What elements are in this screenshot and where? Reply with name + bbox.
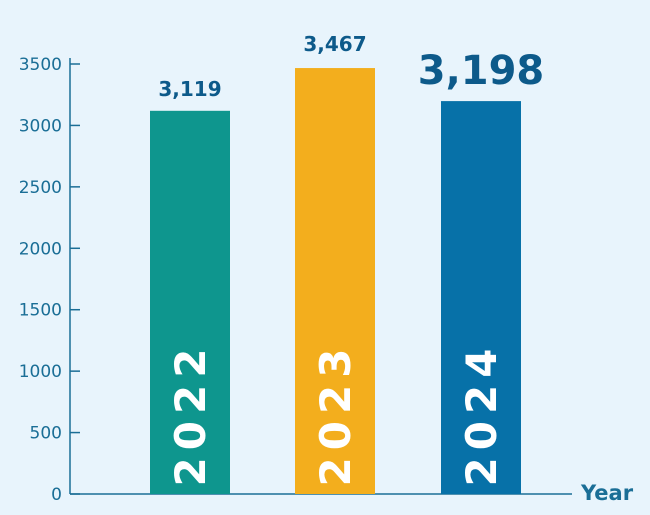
y-tick-label: 3500 — [19, 55, 62, 75]
y-tick-label: 3000 — [19, 116, 62, 136]
y-tick-label: 1000 — [19, 362, 62, 382]
bar-2023 — [295, 68, 375, 494]
y-tick-label: 2500 — [19, 178, 62, 198]
y-tick-label: 2000 — [19, 239, 62, 259]
y-tick-label: 1500 — [19, 301, 62, 321]
value-label-2024: 3,198 — [418, 48, 545, 94]
bar-2024 — [441, 101, 521, 495]
bars-group: 3,119 2022 3,467 2023 3,198 2024 — [150, 32, 545, 495]
bar-2022 — [150, 110, 230, 495]
x-axis-title: Year — [580, 481, 634, 505]
y-tick-label: 0 — [51, 485, 62, 505]
category-label-2024: 2024 — [457, 342, 506, 487]
y-axis: 0 500 1000 1500 2000 2500 3000 3500 — [19, 55, 80, 505]
category-label-2023: 2023 — [311, 342, 360, 487]
value-label-2022: 3,119 — [158, 77, 221, 101]
category-label-2022: 2022 — [166, 342, 215, 487]
value-label-2023: 3,467 — [303, 32, 366, 56]
y-tick-label: 500 — [30, 424, 62, 444]
